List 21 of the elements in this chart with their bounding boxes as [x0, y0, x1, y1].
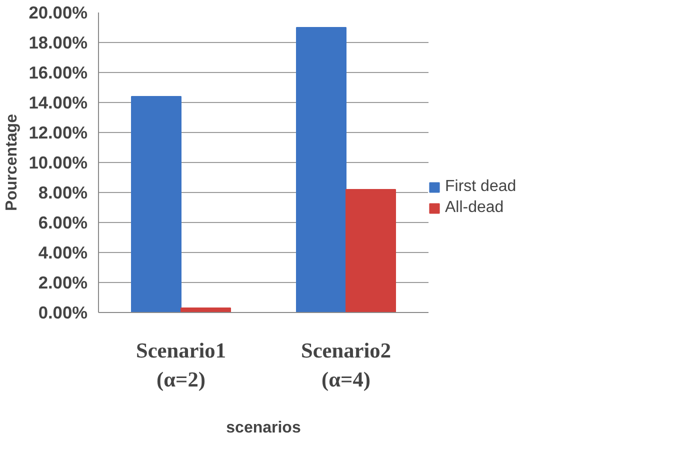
- y-tick-label: 18.00%: [28, 32, 88, 52]
- y-tick-label: 4.00%: [38, 242, 88, 262]
- y-tick-label: 20.00%: [28, 2, 88, 22]
- x-axis-title: scenarios: [226, 419, 301, 436]
- y-axis-title: Pourcentage: [4, 114, 21, 211]
- y-tick-label: 14.00%: [28, 92, 88, 112]
- x-tick-label: Scenario2 (α=4): [300, 338, 392, 392]
- legend-label: All-dead: [445, 199, 504, 217]
- y-tick-label: 6.00%: [38, 212, 88, 232]
- x-tick-label: Scenario1 (α=2): [136, 338, 226, 392]
- bar: [180, 308, 231, 312]
- y-tick-label: 2.00%: [38, 272, 88, 292]
- y-tick-label: 8.00%: [38, 182, 88, 202]
- y-tick-label: 12.00%: [28, 122, 88, 142]
- legend-label: First dead: [445, 178, 516, 196]
- y-tick-label: 10.00%: [28, 152, 88, 172]
- bar: [346, 189, 396, 312]
- bar: [131, 96, 182, 312]
- y-tick-label: 16.00%: [28, 62, 88, 82]
- bar: [296, 27, 346, 312]
- y-tick-label: 0.00%: [38, 302, 88, 322]
